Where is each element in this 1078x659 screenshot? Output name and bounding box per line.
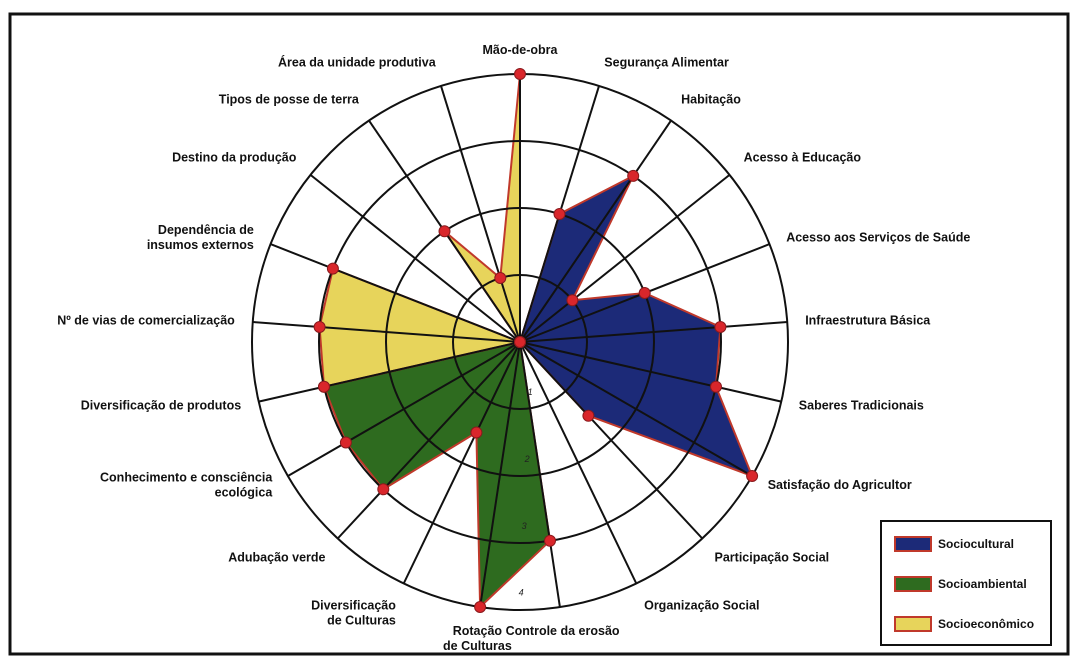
- spoke-adubacao-verde: [336, 341, 521, 540]
- legend-label-sociocultural: Sociocultural: [938, 537, 1015, 551]
- series-area-socioambiental: [322, 340, 552, 610]
- spoke-acesso-a-educacao: [519, 174, 731, 343]
- axis-label-habitacao: Habitação: [681, 93, 741, 107]
- scale-label-2: 2: [524, 454, 530, 464]
- data-point-sociocultural-habitacao: [627, 169, 640, 182]
- data-point-socioeconomico-diversificacao-de-produtos: [318, 380, 330, 393]
- spoke-area-da-unidade-produtiva: [440, 85, 521, 343]
- data-point-socioambiental-conhecimento-e-consciencia-ecologica: [339, 436, 352, 449]
- legend-swatch-socioeconomico: [894, 616, 932, 632]
- data-point-sociocultural-infraestrutura-basica: [714, 321, 727, 333]
- axis-label-diversificacao-de-culturas: Diversificação de Culturas: [311, 599, 396, 628]
- legend-item-socioambiental: Socioambiental: [894, 574, 1027, 594]
- axis-label-infraestrutura-basica: Infraestrutura Básica: [805, 314, 931, 328]
- axis-label-conhecimento-e-consciencia-ecologica: Conhecimento e consciência ecológica: [100, 471, 273, 500]
- data-point-sociocultural-participacao-social: [582, 409, 595, 422]
- data-point-socioeconomico-tipos-de-posse-de-terra: [438, 225, 451, 238]
- axis-label-participacao-social: Participação Social: [715, 551, 830, 565]
- data-point-sociocultural-acesso-aos-servicos-de-saude: [638, 287, 651, 299]
- data-point-sociocultural-saberes-tradicionais: [710, 380, 722, 393]
- spoke-satisfacao-do-agricultor: [519, 341, 753, 477]
- scale-label-3: 3: [522, 521, 527, 531]
- data-point-socioeconomico-area-da-unidade-produtiva: [494, 272, 507, 284]
- data-point-socioeconomico-dependencia-de-insumos-externos: [326, 262, 339, 275]
- data-point-sociocultural-acesso-a-educacao: [566, 294, 579, 307]
- axis-label-n-de-vias-de-comercializacao: Nº de vias de comercialização: [57, 314, 235, 328]
- spoke-infraestrutura-basica: [519, 321, 788, 343]
- figure-border: [8, 12, 1070, 656]
- spoke-habitacao: [519, 120, 672, 343]
- axis-label-acesso-a-educacao: Acesso à Educação: [744, 151, 862, 165]
- axis-label-adubacao-verde: Adubação verde: [228, 551, 325, 565]
- axis-label-saberes-tradicionais: Saberes Tradicionais: [799, 399, 924, 413]
- spoke-participacao-social: [519, 341, 704, 540]
- spoke-controle-da-erosao: [519, 341, 561, 608]
- spoke-diversificacao-de-produtos: [258, 341, 521, 403]
- chart-legend: Sociocultural Socioambiental Socioeconôm…: [880, 520, 1052, 646]
- data-point-sociocultural-satisfacao-do-agricultor: [746, 470, 759, 482]
- axis-label-area-da-unidade-produtiva: Área da unidade produtiva: [278, 55, 437, 70]
- axis-label-mao-de-obra: Mão-de-obra: [483, 43, 559, 57]
- legend-swatch-socioambiental: [894, 576, 932, 592]
- axis-label-rotacao-de-culturas: Rotação de Culturas: [443, 624, 512, 653]
- data-point-sociocultural-seguranca-alimentar: [553, 208, 566, 220]
- axis-label-tipos-de-posse-de-terra: Tipos de posse de terra: [219, 93, 360, 107]
- legend-item-socioeconomico: Socioeconômico: [894, 614, 1034, 634]
- axis-label-diversificacao-de-produtos: Diversificação de produtos: [81, 399, 242, 413]
- spoke-dependencia-de-insumos-externos: [270, 243, 521, 343]
- axis-label-controle-da-erosao: Controle da erosão: [506, 624, 620, 638]
- scale-label-4: 4: [519, 588, 524, 598]
- spoke-conhecimento-e-consciencia-ecologica: [287, 341, 521, 477]
- legend-label-socioeconomico: Socioeconômico: [938, 617, 1035, 631]
- data-point-socioeconomico-seguranca-alimentar: [514, 336, 526, 348]
- data-point-socioambiental-controle-da-erosao: [544, 534, 556, 547]
- spoke-saberes-tradicionais: [519, 341, 782, 403]
- axis-label-destino-da-producao: Destino da produção: [172, 151, 297, 165]
- axis-label-dependencia-de-insumos-externos: Dependência de insumos externos: [147, 223, 254, 252]
- data-point-socioambiental-adubacao-verde: [377, 483, 390, 496]
- legend-label-socioambiental: Socioambiental: [938, 577, 1027, 591]
- spoke-n-de-vias-de-comercializacao: [252, 321, 521, 343]
- data-point-socioambiental-diversificacao-de-culturas: [470, 426, 483, 439]
- data-point-socioeconomico-mao-de-obra: [514, 68, 526, 80]
- legend-swatch-sociocultural: [894, 536, 932, 552]
- spoke-diversificacao-de-culturas: [402, 341, 521, 584]
- spoke-rotacao-de-culturas: [479, 341, 521, 608]
- spoke-organizacao-social: [519, 341, 638, 584]
- axis-label-organizacao-social: Organização Social: [644, 599, 759, 613]
- axis-label-seguranca-alimentar: Segurança Alimentar: [604, 56, 729, 70]
- data-point-socioambiental-rotacao-de-culturas: [474, 601, 487, 613]
- axis-label-acesso-aos-servicos-de-saude: Acesso aos Serviços de Saúde: [786, 231, 970, 245]
- legend-item-sociocultural: Sociocultural: [894, 534, 1014, 554]
- scale-label-1: 1: [528, 387, 533, 397]
- axis-label-satisfacao-do-agricultor: Satisfação do Agricultor: [768, 478, 912, 492]
- series-area-sociocultural: [518, 173, 754, 478]
- spoke-destino-da-producao: [309, 174, 521, 343]
- data-point-socioeconomico-n-de-vias-de-comercializacao: [313, 321, 326, 333]
